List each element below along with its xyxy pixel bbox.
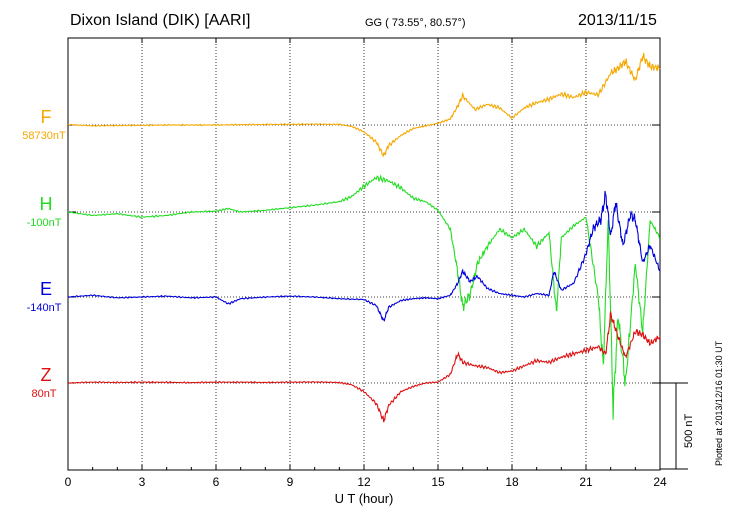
series-line-h	[67, 174, 661, 420]
series-line-z	[67, 310, 661, 423]
channel-name-e: E	[40, 279, 52, 299]
x-tick-label: 21	[579, 475, 593, 489]
scale-bar	[660, 382, 688, 470]
channel-labels: F 58730nT H -100nT E -140nT Z 80nT	[22, 107, 66, 400]
x-axis-label: U T (hour)	[335, 491, 394, 506]
date-label: 2013/11/15	[578, 12, 657, 29]
channel-baseline-f: 58730nT	[22, 130, 66, 142]
channel-name-z: Z	[41, 365, 52, 385]
channel-baseline-h: -100nT	[27, 217, 62, 229]
x-tick-label: 3	[139, 475, 146, 489]
x-tick-label: 18	[505, 475, 519, 489]
channel-name-f: F	[41, 107, 52, 127]
series-line-f	[67, 52, 661, 158]
x-tick-label: 12	[357, 475, 371, 489]
scale-bar-label: 500 nT	[683, 413, 695, 448]
coordinates-label: GG ( 73.55°, 80.57°)	[365, 17, 466, 29]
channel-baseline-z: 80nT	[31, 388, 56, 400]
grid	[68, 38, 660, 470]
x-tick-label: 24	[653, 475, 667, 489]
series-line-e	[67, 190, 661, 322]
channel-name-h: H	[40, 194, 53, 214]
x-tick-label: 6	[213, 475, 220, 489]
x-ticks: 0 3 6 9 12 15 18 21 24	[65, 38, 667, 489]
station-title: Dixon Island (DIK) [AARI]	[70, 12, 251, 29]
x-tick-label: 0	[65, 475, 72, 489]
channel-baseline-e: -140nT	[27, 302, 62, 314]
x-tick-label: 9	[287, 475, 294, 489]
x-tick-label: 15	[431, 475, 445, 489]
series-lines	[67, 52, 661, 423]
